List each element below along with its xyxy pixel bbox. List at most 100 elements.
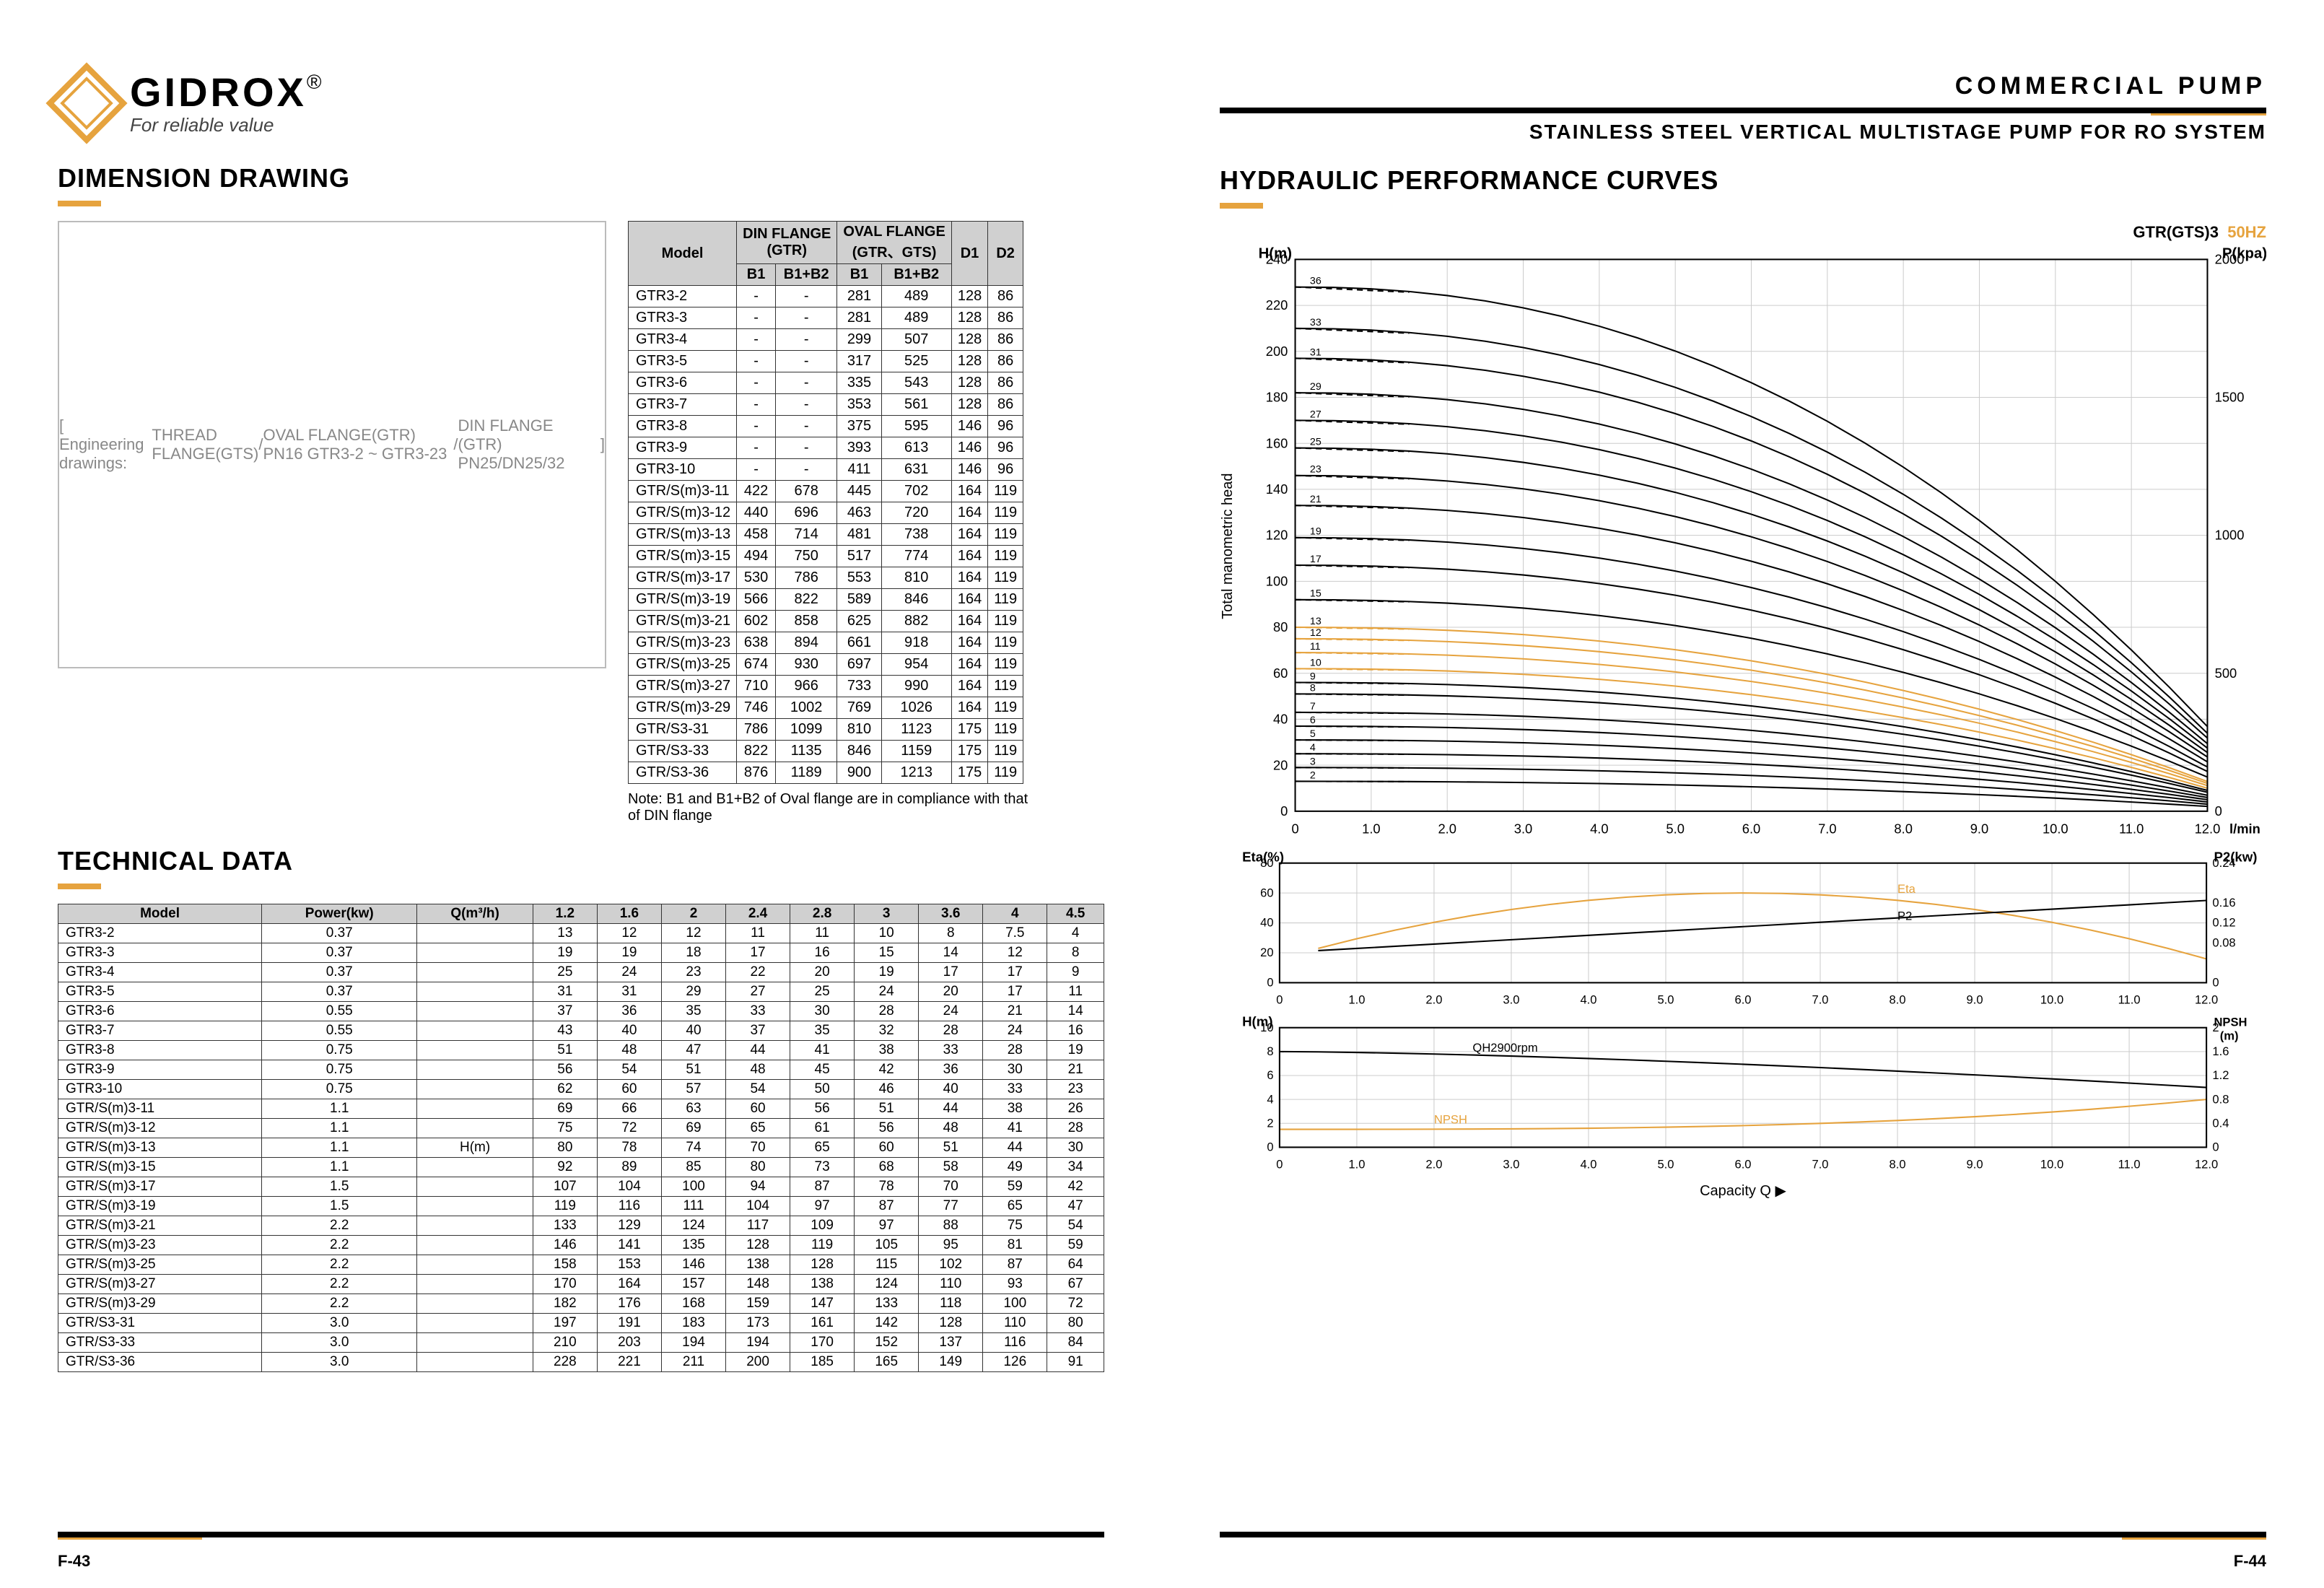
svg-text:4.0: 4.0 xyxy=(1580,1157,1596,1171)
svg-text:4.0: 4.0 xyxy=(1580,992,1596,1006)
svg-text:8.0: 8.0 xyxy=(1890,992,1906,1006)
svg-text:2.0: 2.0 xyxy=(1425,992,1442,1006)
svg-text:3.0: 3.0 xyxy=(1514,821,1532,836)
svg-text:6.0: 6.0 xyxy=(1734,992,1751,1006)
svg-text:8: 8 xyxy=(1310,682,1316,694)
svg-text:9: 9 xyxy=(1310,671,1316,682)
svg-text:27: 27 xyxy=(1310,409,1322,420)
svg-text:5.0: 5.0 xyxy=(1666,821,1684,836)
svg-text:17: 17 xyxy=(1310,554,1322,565)
npsh-chart: 01.02.03.04.05.06.07.08.09.010.011.012.0… xyxy=(1220,1013,2266,1177)
svg-text:NPSH: NPSH xyxy=(2214,1015,2247,1029)
svg-text:8: 8 xyxy=(1267,1044,1273,1058)
svg-text:25: 25 xyxy=(1310,436,1322,448)
svg-text:10.0: 10.0 xyxy=(2040,992,2063,1006)
svg-text:QH2900rpm: QH2900rpm xyxy=(1472,1041,1537,1055)
svg-text:7.0: 7.0 xyxy=(1818,821,1836,836)
svg-text:2.0: 2.0 xyxy=(1438,821,1456,836)
svg-text:0: 0 xyxy=(1267,975,1273,989)
svg-text:4: 4 xyxy=(1310,742,1316,754)
logo-mark xyxy=(45,62,127,144)
svg-text:0.08: 0.08 xyxy=(2212,935,2235,949)
svg-text:5.0: 5.0 xyxy=(1657,1157,1674,1171)
dim-note: Note: B1 and B1+B2 of Oval flange are in… xyxy=(628,791,1032,824)
svg-text:9.0: 9.0 xyxy=(1967,1157,1983,1171)
svg-text:Eta(%): Eta(%) xyxy=(1242,849,1284,864)
svg-text:0: 0 xyxy=(1276,1157,1283,1171)
svg-text:160: 160 xyxy=(1266,435,1288,450)
page-num-left: F-43 xyxy=(58,1552,90,1571)
svg-text:12: 12 xyxy=(1310,627,1322,639)
svg-text:60: 60 xyxy=(1273,666,1288,681)
product-title: STAINLESS STEEL VERTICAL MULTISTAGE PUMP… xyxy=(1220,121,2266,144)
svg-text:1.0: 1.0 xyxy=(1362,821,1380,836)
page-num-right: F-44 xyxy=(2234,1552,2266,1571)
dimension-drawing: [ Engineering drawings: THREAD FLANGE(GT… xyxy=(58,221,606,668)
svg-text:10.0: 10.0 xyxy=(2040,1157,2063,1171)
accent-underline xyxy=(58,884,101,889)
svg-text:H(m): H(m) xyxy=(1259,245,1292,261)
svg-text:60: 60 xyxy=(1260,886,1273,899)
svg-text:6.0: 6.0 xyxy=(1742,821,1760,836)
svg-text:29: 29 xyxy=(1310,381,1322,393)
accent-underline xyxy=(58,201,101,206)
svg-text:P(kpa): P(kpa) xyxy=(2222,245,2266,261)
svg-text:2: 2 xyxy=(1310,769,1316,781)
svg-text:4: 4 xyxy=(1267,1092,1273,1106)
footer-rule xyxy=(58,1532,1104,1537)
svg-text:20: 20 xyxy=(1260,946,1273,959)
svg-text:11.0: 11.0 xyxy=(2119,821,2144,836)
svg-text:8.0: 8.0 xyxy=(1894,821,1912,836)
svg-text:0.8: 0.8 xyxy=(2212,1092,2229,1106)
svg-text:7: 7 xyxy=(1310,701,1316,712)
svg-text:9.0: 9.0 xyxy=(1970,821,1988,836)
dimension-title: DIMENSION DRAWING xyxy=(58,163,1104,193)
accent-underline xyxy=(1220,203,1263,209)
svg-text:H(m): H(m) xyxy=(1242,1013,1272,1029)
svg-text:5: 5 xyxy=(1310,728,1316,740)
svg-text:100: 100 xyxy=(1266,573,1288,588)
svg-text:23: 23 xyxy=(1310,464,1322,476)
svg-text:36: 36 xyxy=(1310,276,1322,287)
y-axis-vertical-label: Total manometric head xyxy=(1220,245,1236,848)
svg-text:1.0: 1.0 xyxy=(1348,992,1365,1006)
technical-table: ModelPower(kw)Q(m³/h)1.21.622.42.833.644… xyxy=(58,904,1104,1372)
svg-text:1.0: 1.0 xyxy=(1348,1157,1365,1171)
dim-table-wrap: ModelDIN FLANGE(GTR)OVAL FLANGE(GTR、GTS)… xyxy=(628,221,1032,824)
svg-text:l/min: l/min xyxy=(2229,821,2260,836)
svg-text:0: 0 xyxy=(2215,803,2222,819)
svg-text:220: 220 xyxy=(1266,297,1288,313)
svg-text:0: 0 xyxy=(1276,992,1283,1006)
svg-text:0.16: 0.16 xyxy=(2212,896,2235,909)
svg-text:4.0: 4.0 xyxy=(1590,821,1608,836)
svg-text:6: 6 xyxy=(1267,1068,1273,1082)
svg-text:10: 10 xyxy=(1310,657,1322,668)
main-performance-chart: 01.02.03.04.05.06.07.08.09.010.011.012.0… xyxy=(1236,245,2266,848)
eta-chart: 01.02.03.04.05.06.07.08.09.010.011.012.0… xyxy=(1220,848,2266,1013)
svg-text:200: 200 xyxy=(1266,344,1288,359)
svg-text:NPSH: NPSH xyxy=(1434,1112,1467,1126)
svg-text:15: 15 xyxy=(1310,588,1322,600)
svg-text:80: 80 xyxy=(1273,619,1288,634)
svg-text:Eta: Eta xyxy=(1897,882,1916,896)
svg-text:7.0: 7.0 xyxy=(1812,1157,1829,1171)
logo: GIDROX® For reliable value xyxy=(58,72,1104,134)
brand-name: GIDROX xyxy=(130,69,307,115)
svg-text:6: 6 xyxy=(1310,715,1316,726)
svg-text:11.0: 11.0 xyxy=(2118,1157,2141,1171)
svg-text:140: 140 xyxy=(1266,481,1288,497)
svg-text:0: 0 xyxy=(1291,821,1298,836)
svg-text:9.0: 9.0 xyxy=(1967,992,1983,1006)
tagline: For reliable value xyxy=(130,115,322,134)
svg-text:10.0: 10.0 xyxy=(2043,821,2069,836)
brand-r: ® xyxy=(307,71,322,93)
svg-text:3.0: 3.0 xyxy=(1503,992,1519,1006)
svg-text:11.0: 11.0 xyxy=(2118,992,2141,1006)
svg-text:8.0: 8.0 xyxy=(1890,1157,1906,1171)
svg-text:12.0: 12.0 xyxy=(2195,1157,2218,1171)
svg-text:0: 0 xyxy=(2212,1140,2219,1153)
svg-text:1.6: 1.6 xyxy=(2212,1044,2229,1058)
chart-model-title: GTR(GTS)3 50HZ xyxy=(1220,223,2266,242)
svg-text:0.12: 0.12 xyxy=(2212,916,2235,930)
svg-text:P2: P2 xyxy=(1897,909,1912,922)
